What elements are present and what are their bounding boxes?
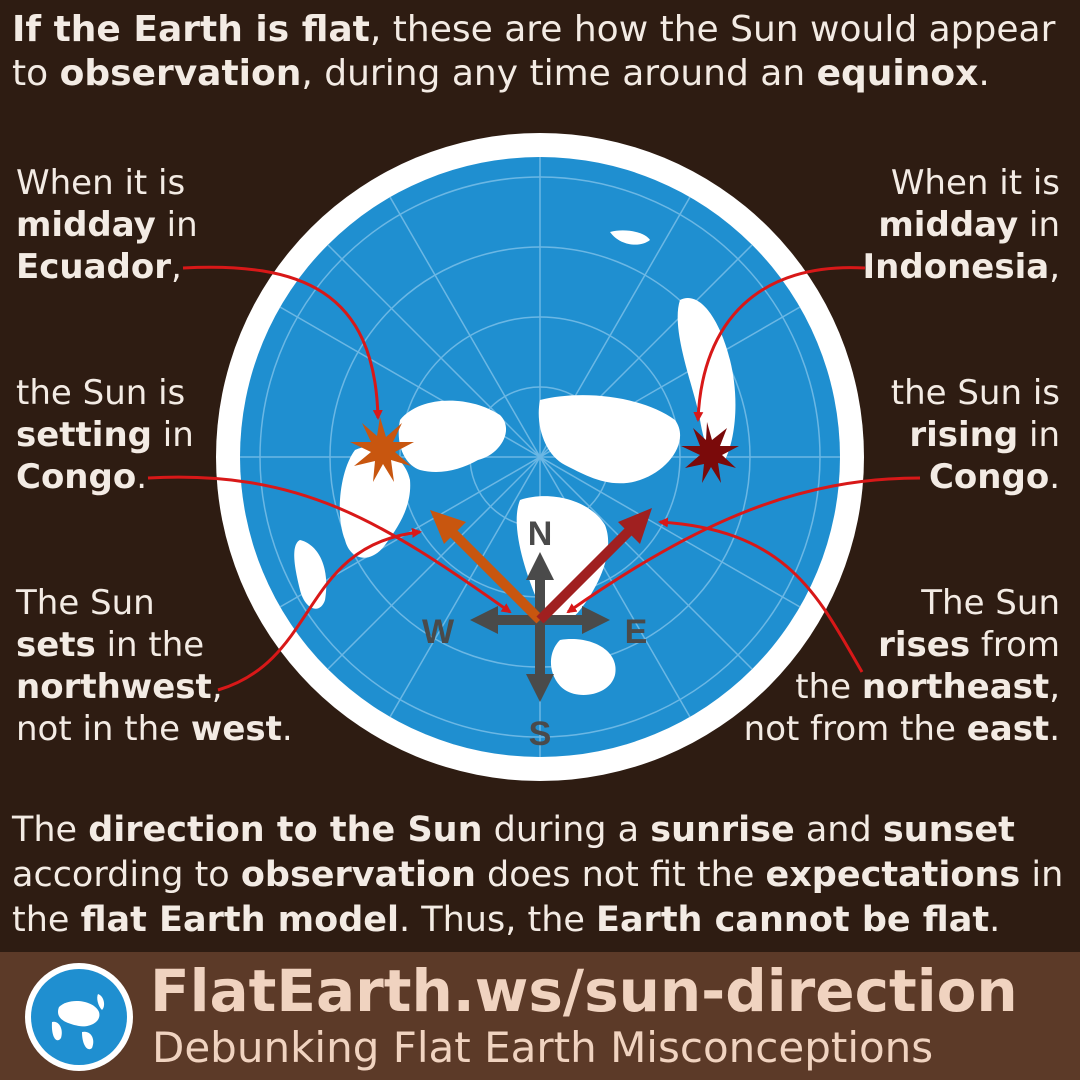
rising-sun-icon [681,422,739,483]
setting-sun-icon [350,417,414,482]
compass-north-label: N [528,515,553,553]
flat-earth-logo-icon [25,963,133,1071]
site-tagline: Debunking Flat Earth Misconceptions [152,1023,934,1072]
annotation-rises-northeast: The Sun rises from the northeast, not fr… [743,583,1060,749]
compass [470,552,610,702]
annotation-sets-northwest: The Sun sets in the northwest, not in th… [16,583,293,749]
pointer-northwest [217,527,422,692]
compass-east-label: E [625,613,648,651]
annotation-midday-indonesia: When it is midday in Indonesia, [862,163,1060,287]
sunrise-direction-arrow [536,508,652,624]
pointer-ecuador [182,265,383,420]
compass-west-label: W [422,613,455,651]
pointer-rising-congo [566,476,921,614]
compass-south-label: S [529,715,552,753]
pointer-setting-congo [147,475,512,614]
conclusion-text: The direction to the Sun during a sunris… [12,810,1064,940]
header-text: If the Earth is flat, these are how the … [12,9,1056,94]
sunset-direction-arrow [430,510,544,624]
pointer-indonesia [693,266,866,422]
annotation-midday-ecuador: When it is midday in Ecuador, [16,163,198,287]
footer-banner: FlatEarth.ws/sun-direction Debunking Fla… [0,952,1080,1080]
pointer-northeast [658,517,864,673]
site-url[interactable]: FlatEarth.ws/sun-direction [150,957,1018,1025]
annotation-rising-congo: the Sun is rising in Congo. [890,373,1060,497]
annotation-setting-congo: the Sun is setting in Congo. [16,373,194,497]
